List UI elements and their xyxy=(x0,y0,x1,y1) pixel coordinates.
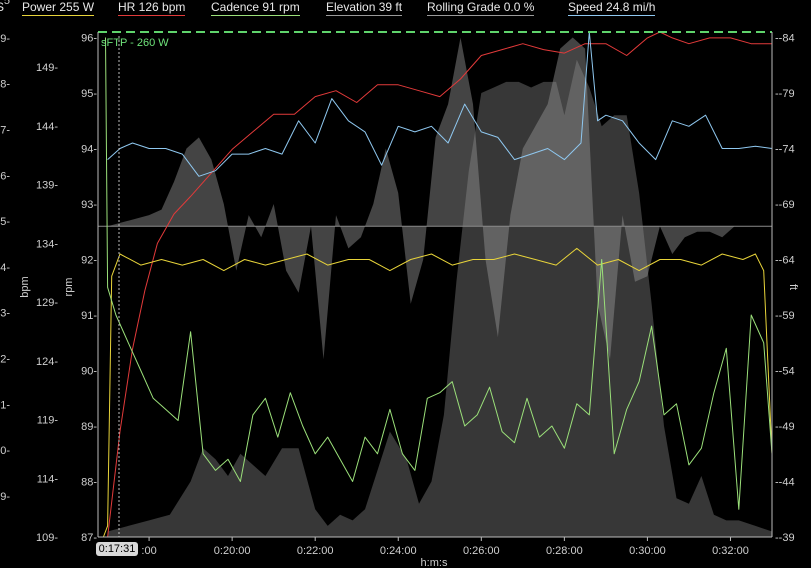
bpm-tick-label: 139- xyxy=(36,180,58,192)
legend-power[interactable]: Power 255 W xyxy=(22,0,95,16)
legend-power-edge: S xyxy=(0,0,5,14)
ft-tick-label: --79 xyxy=(775,88,795,100)
left-cut-tick-label: 50- xyxy=(0,445,10,457)
x-tick-label: 0:24:00 xyxy=(380,545,417,557)
ft-tick-label: --54 xyxy=(775,366,795,378)
rpm-tick-label: 87- xyxy=(81,532,97,544)
rpm-tick-label: 88- xyxy=(81,477,97,489)
left-cut-tick-label: 59- xyxy=(0,33,10,45)
left-cut-tick-label: 57- xyxy=(0,124,10,136)
cadence-line xyxy=(105,37,773,510)
legend-cadence[interactable]: Cadence 91 rpm xyxy=(211,0,300,16)
left-cut-tick-label: 58- xyxy=(0,79,10,91)
x-tick-label: 0:28:00 xyxy=(546,545,583,557)
bpm-axis-label: bpm xyxy=(19,276,31,297)
rpm-axis-label: rpm xyxy=(63,278,75,297)
rolling-grade-area xyxy=(107,37,773,360)
rpm-tick-label: 95- xyxy=(81,88,97,100)
left-cut-tick-label: 54- xyxy=(0,262,10,274)
rpm-tick-label: 90- xyxy=(81,366,97,378)
legend-hr[interactable]: HR 126 bpm xyxy=(118,0,186,16)
ft-axis-label: ft xyxy=(787,284,799,290)
bpm-tick-label: 134- xyxy=(36,238,58,250)
left-cut-tick-label: 53- xyxy=(0,308,10,320)
left-cut-tick-label: 5 xyxy=(4,0,10,7)
left-cut-tick-label: 51- xyxy=(0,399,10,411)
ft-tick-label: --39 xyxy=(775,532,795,544)
ft-tick-label: --64 xyxy=(775,255,795,267)
legend-rolling-grade[interactable]: Rolling Grade 0.0 % xyxy=(427,0,535,16)
ft-tick-label: --44 xyxy=(775,477,795,489)
legend: S Power 255 W HR 126 bpm Cadence 91 rpm … xyxy=(0,0,811,16)
left-cut-tick-label: 49- xyxy=(0,491,10,503)
x-tick-label: 0:30:00 xyxy=(629,545,666,557)
x-tick-label: 0:32:00 xyxy=(712,545,749,557)
rpm-tick-label: 92- xyxy=(81,255,97,267)
speed-line xyxy=(107,31,773,177)
bpm-tick-label: 119- xyxy=(37,415,59,427)
time-cursor-badge: 0:17:31 xyxy=(96,542,138,556)
left-cut-tick-label: 55- xyxy=(0,216,10,228)
power-line xyxy=(102,247,773,538)
bpm-tick-label: 149- xyxy=(36,62,58,74)
x-tick-label: 0:26:00 xyxy=(463,545,500,557)
rpm-tick-label: 91- xyxy=(81,310,97,322)
elevation-area xyxy=(107,59,773,537)
rpm-tick-label: 93- xyxy=(81,199,97,211)
ft-tick-label: --69 xyxy=(775,199,795,211)
bpm-tick-label: 109- xyxy=(36,532,58,544)
legend-speed[interactable]: Speed 24.8 mi/h xyxy=(568,0,656,16)
rpm-tick-label: 96- xyxy=(81,33,97,45)
legend-elevation[interactable]: Elevation 39 ft xyxy=(326,0,403,16)
bpm-tick-label: 124- xyxy=(36,356,58,368)
x-tick-label: :00 xyxy=(141,545,156,557)
x-tick-label: 0:20:00 xyxy=(214,545,251,557)
ft-tick-label: --59 xyxy=(775,310,795,322)
ft-tick-label: --49 xyxy=(775,421,795,433)
left-cut-tick-label: 56- xyxy=(0,170,10,182)
bpm-tick-label: 144- xyxy=(36,121,58,133)
bpm-tick-label: 114- xyxy=(37,473,59,485)
x-axis-label: h:m:s xyxy=(421,557,448,568)
sftp-annotation: sFTP - 260 W xyxy=(101,37,169,49)
rpm-tick-label: 89- xyxy=(81,421,97,433)
ft-tick-label: --84 xyxy=(775,33,795,45)
left-cut-tick-label: 52- xyxy=(0,353,10,365)
rpm-tick-label: 94- xyxy=(81,144,97,156)
bpm-tick-label: 129- xyxy=(36,297,58,309)
ft-tick-label: --74 xyxy=(775,144,795,156)
x-tick-label: 0:22:00 xyxy=(297,545,334,557)
